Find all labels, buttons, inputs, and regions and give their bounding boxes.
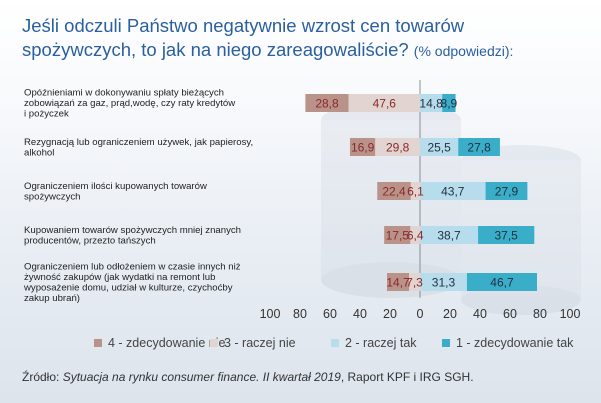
value-label-zdecydowanie-tak: 8,9 — [441, 97, 458, 111]
bar-segment-raczej-nie — [410, 182, 420, 200]
value-label-zdecydowanie-tak: 27,9 — [495, 185, 519, 199]
x-tick-label: 0 — [417, 307, 424, 321]
bar-segment-zdecydowanie-nie — [384, 226, 411, 244]
category-label: Kupowaniem towarów spożywczych mniej zna… — [24, 225, 241, 236]
x-tick-label: 20 — [443, 307, 457, 321]
x-tick-label: 60 — [323, 307, 337, 321]
value-label-zdecydowanie-nie: 14,7 — [386, 276, 410, 290]
x-tick-label: 100 — [260, 307, 281, 321]
value-label-raczej-nie: 6,1 — [407, 185, 424, 199]
value-label-zdecydowanie-tak: 46,7 — [490, 276, 514, 290]
category-label: zobowiązań za gaz, prąd,wodę, czy raty k… — [24, 98, 235, 109]
value-label-raczej-tak: 38,7 — [437, 229, 461, 243]
source-title: Sytuacja na rynku consumer finance. II k… — [62, 370, 341, 384]
bar-segment-zdecydowanie-tak — [466, 273, 537, 291]
category-label: Ograniczeniem ilości kupowanych towarów — [24, 181, 207, 192]
value-label-zdecydowanie-nie: 22,4 — [382, 185, 406, 199]
bar-segment-raczej-tak — [420, 138, 459, 156]
x-tick-label: 60 — [503, 307, 517, 321]
source-prefix: Źródło: — [22, 370, 63, 384]
x-tick-label: 80 — [533, 307, 547, 321]
category-label: alkohol — [24, 147, 54, 158]
bar-segment-raczej-nie — [348, 94, 420, 112]
x-tick-label: 40 — [473, 307, 487, 321]
category-label: Ograniczeniem lub odłożeniem w czasie in… — [24, 261, 241, 272]
value-label-raczej-tak: 25,5 — [427, 141, 451, 155]
legend-swatch — [94, 339, 102, 347]
source-note: Źródło: Sytuacja na rynku consumer finan… — [22, 370, 474, 384]
source-suffix: , Raport KPF i IRG SGH. — [340, 370, 474, 384]
bar-segment-raczej-nie — [410, 226, 420, 244]
value-label-zdecydowanie-tak: 37,5 — [494, 229, 518, 243]
category-label: Opóźnieniami w dokonywaniu spłaty bieżąc… — [24, 88, 224, 99]
bar-segment-zdecydowanie-nie — [377, 182, 411, 200]
category-label: wyposażenie domu, udział w kulturze, czy… — [23, 282, 233, 293]
value-label-raczej-tak: 31,3 — [432, 276, 456, 290]
bar-segment-zdecydowanie-tak — [442, 94, 456, 112]
title-note: (% odpowiedzi): — [413, 43, 514, 59]
value-label-zdecydowanie-tak: 27,8 — [467, 141, 491, 155]
value-label-raczej-nie: 6,4 — [407, 229, 424, 243]
x-tick-label: 100 — [560, 307, 581, 321]
bar-segment-raczej-nie — [409, 273, 420, 291]
bar-segment-raczej-tak — [420, 226, 479, 244]
legend-swatch — [331, 339, 339, 347]
bar-segment-raczej-nie — [375, 138, 420, 156]
bar-segment-zdecydowanie-tak — [478, 226, 535, 244]
legend-label: 3 - raczej nie — [224, 336, 296, 350]
bar-segment-zdecydowanie-tak — [458, 138, 500, 156]
value-label-zdecydowanie-nie: 16,9 — [351, 141, 375, 155]
value-label-raczej-tak: 14,8 — [419, 97, 443, 111]
legend-swatch — [442, 339, 450, 347]
x-tick-label: 80 — [293, 307, 307, 321]
legend-label: 4 - zdecydowanie nie — [108, 336, 225, 350]
bar-segment-zdecydowanie-tak — [485, 182, 528, 200]
bar-segment-raczej-tak — [420, 273, 467, 291]
category-label: i pożyczek — [24, 109, 69, 120]
bar-segment-zdecydowanie-nie — [387, 273, 410, 291]
category-label: Rezygnacją lub ograniczeniem używek, jak… — [24, 137, 253, 148]
x-tick-label: 20 — [383, 307, 397, 321]
legend-label: 2 - raczej tak — [345, 336, 417, 350]
category-label: producentów, przezto tańszych — [24, 235, 156, 246]
value-label-zdecydowanie-nie: 17,5 — [386, 229, 410, 243]
legend-swatch — [210, 339, 218, 347]
legend-label: 1 - zdecydowanie tak — [456, 336, 574, 350]
chart-title: Jeśli odczuli Państwo negatywnie wzrost … — [22, 14, 582, 63]
value-label-zdecydowanie-nie: 28,8 — [315, 97, 339, 111]
value-label-raczej-nie: 47,6 — [373, 97, 397, 111]
bar-segment-raczej-tak — [420, 94, 443, 112]
category-label: zakup ubrań) — [24, 293, 80, 304]
title-text: Jeśli odczuli Państwo negatywnie wzrost … — [22, 15, 465, 60]
category-label: spożywczych — [24, 191, 81, 202]
bar-segment-raczej-tak — [420, 182, 486, 200]
value-label-raczej-tak: 43,7 — [441, 185, 465, 199]
value-label-raczej-nie: 7,3 — [406, 276, 423, 290]
x-tick-label: 40 — [353, 307, 367, 321]
value-label-raczej-nie: 29,8 — [386, 141, 410, 155]
category-label: żywność zakupów (jak wydatki na remont l… — [24, 272, 215, 283]
bar-segment-zdecydowanie-nie — [349, 138, 376, 156]
bar-segment-zdecydowanie-nie — [305, 94, 349, 112]
